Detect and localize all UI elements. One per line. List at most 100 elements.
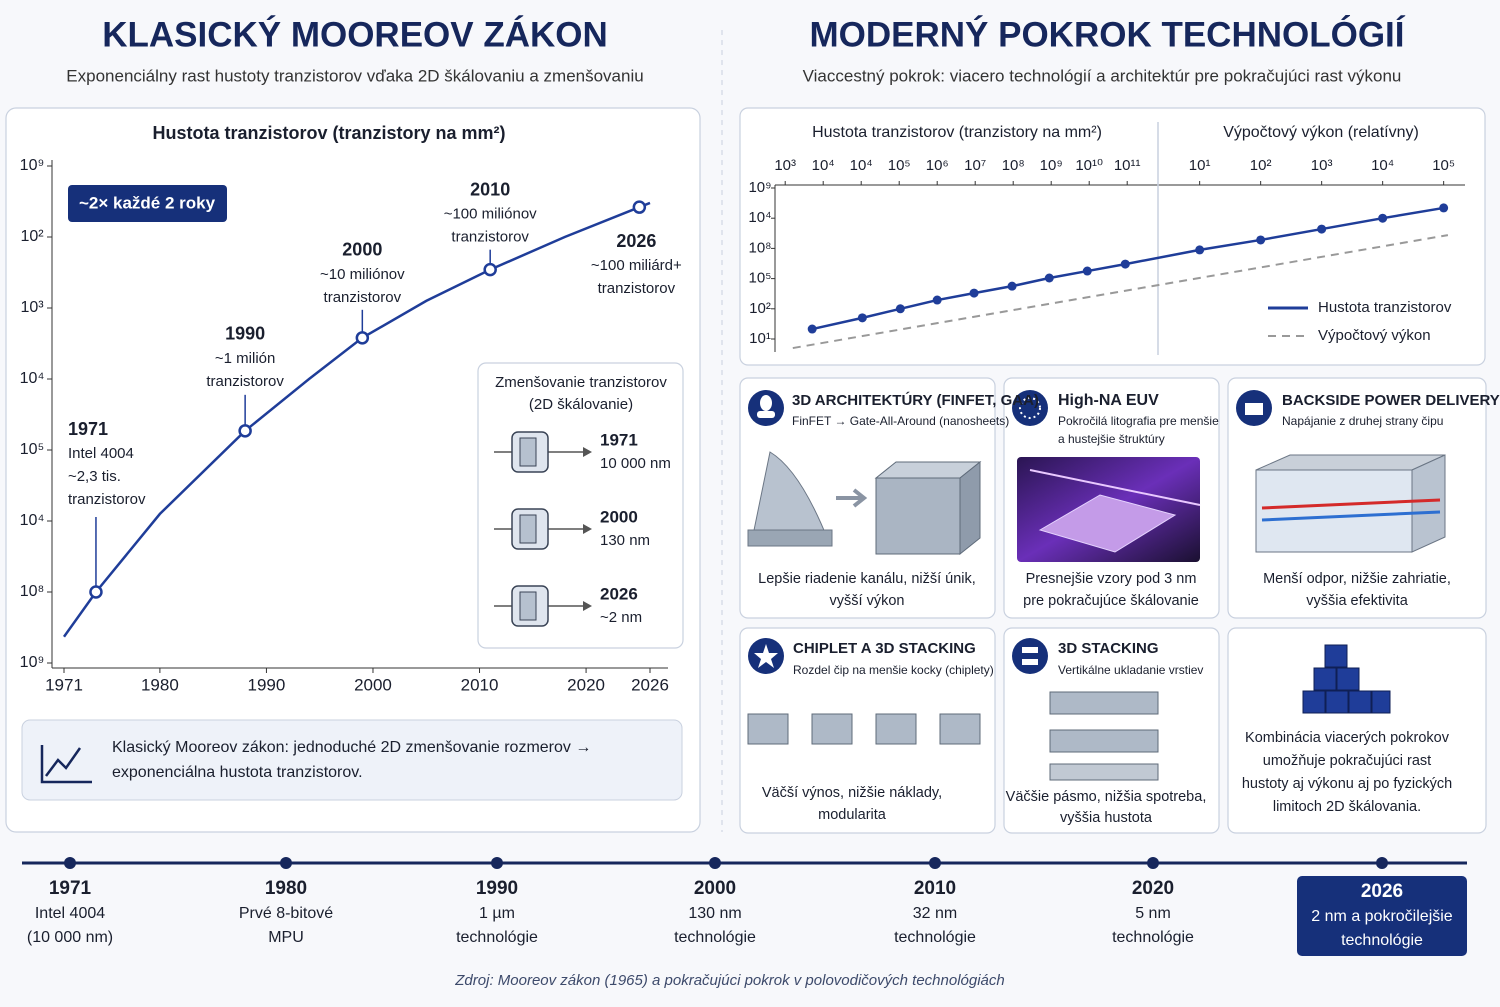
cube — [1302, 690, 1326, 714]
marker — [483, 262, 497, 277]
annotation-text: tranzistorov — [324, 289, 402, 306]
stack-layer — [1049, 729, 1159, 753]
card-caption: Presnejšie vzory pod 3 nm — [1026, 571, 1197, 587]
backside — [1411, 454, 1446, 553]
annotation-text: tranzistorov — [451, 229, 529, 246]
x2-tick-label: 10¹ — [1189, 157, 1211, 174]
y-tick-label: 10⁵ — [20, 441, 44, 458]
cube — [1313, 667, 1337, 691]
backside-current — [1261, 498, 1441, 510]
x-tick-label: 2026 — [631, 675, 669, 694]
scaling-arrowhead — [583, 524, 592, 534]
card-caption: hustoty aj výkonu aj po fyzických — [1242, 776, 1452, 792]
timeline-text: technológie — [674, 929, 756, 946]
x-tick-label: 2010 — [461, 675, 499, 694]
card-subtitle: Napájanie z druhej strany čipu — [1282, 414, 1443, 428]
card-caption: vyšší výkon — [830, 593, 905, 609]
annotation-text: ~100 miliárd+ — [591, 257, 682, 274]
scaling-arrowhead — [583, 601, 592, 611]
series-point — [1256, 235, 1266, 245]
y-tick-label: 10⁹ — [20, 157, 45, 174]
series-point — [1007, 281, 1017, 291]
y-tick-label: 10⁹ — [20, 654, 45, 671]
timeline-year: 2020 — [1132, 878, 1174, 899]
chart-title: Výpočtový výkon (relatívny) — [1223, 124, 1419, 141]
card-icon — [1012, 638, 1048, 674]
cubes — [1302, 644, 1391, 714]
badge — [68, 185, 227, 222]
x2-tick-label: 10⁵ — [1432, 157, 1455, 174]
series-point — [1317, 224, 1327, 234]
series-line — [792, 234, 1449, 350]
timeline-dot — [1147, 857, 1159, 869]
chiplet — [811, 713, 853, 745]
summary-icon — [40, 745, 92, 784]
scaling-size: 130 nm — [600, 532, 650, 549]
annotation-year: 2026 — [616, 231, 656, 251]
annotation-text: ~10 miliónov — [320, 266, 405, 283]
stack-layer — [1049, 691, 1159, 715]
summary-text: Klasický Mooreov zákon: jednoduché 2D zm… — [112, 739, 591, 756]
timeline-dot — [929, 857, 941, 869]
scaling-year: 2026 — [600, 584, 638, 603]
transistor-gate — [519, 514, 537, 544]
y-tick-label: 10² — [749, 300, 771, 317]
card-icon — [1022, 647, 1038, 653]
card-icon — [757, 411, 775, 418]
chart-title: Hustota tranzistorov (tranzistory na mm²… — [812, 124, 1102, 141]
timeline-text: 2 nm a pokročilejšie — [1311, 908, 1453, 925]
timeline-text: technológie — [1112, 929, 1194, 946]
timeline-dot — [280, 857, 292, 869]
card-title: BACKSIDE POWER DELIVERY — [1282, 392, 1500, 409]
y-tick-label: 10⁸ — [748, 239, 771, 256]
annotation-year: 2010 — [470, 179, 510, 199]
transistor-gate — [519, 437, 537, 467]
timeline-text: MPU — [268, 929, 304, 946]
stack-layer — [1049, 763, 1159, 781]
cube — [1371, 690, 1391, 714]
series-point — [1439, 203, 1449, 213]
right-title: MODERNÝ POKROK TECHNOLÓGIÍ — [809, 14, 1405, 54]
euv-wafer — [1038, 494, 1177, 553]
series-point — [932, 295, 942, 305]
annotation-text: tranzistorov — [68, 491, 146, 508]
timeline-year: 1980 — [265, 878, 307, 899]
x-tick-label: 10⁹ — [1040, 157, 1063, 174]
timeline-highlight — [1297, 876, 1467, 956]
x-tick-label: 10¹¹ — [1114, 157, 1141, 174]
cards: 3D ARCHITEKTÚRY (FINFET, GAA) FinFET → G… — [739, 377, 1500, 834]
left-subtitle: Exponenciálny rast hustoty tranzistorov … — [66, 66, 643, 85]
timeline-text: technológie — [894, 929, 976, 946]
series-point — [1195, 245, 1205, 255]
card-caption: vyššia efektivita — [1306, 593, 1408, 609]
y-tick-label: 10⁹ — [748, 179, 771, 196]
x-tick-label: 10⁴ — [850, 157, 873, 174]
timeline-text: 32 nm — [913, 905, 957, 922]
timeline-year: 2026 — [1361, 881, 1403, 902]
x-tick-label: 1971 — [45, 675, 83, 694]
series-point — [969, 288, 979, 298]
chart-title: Hustota tranzistorov (tranzistory na mm²… — [152, 123, 505, 143]
timeline-dot — [64, 857, 76, 869]
source: Zdroj: Mooreov zákon (1965) a pokračujúc… — [454, 972, 1004, 989]
annotation-year: 1971 — [68, 419, 108, 439]
annotation-text: Intel 4004 — [68, 445, 134, 462]
timeline-year: 1990 — [476, 878, 518, 899]
annotation-year: 2000 — [342, 240, 382, 260]
card-subtitle: Vertikálne ukladanie vrstiev — [1058, 663, 1203, 677]
marker — [632, 200, 647, 214]
scaling-title: Zmenšovanie tranzistorov — [495, 374, 667, 391]
series-point — [1378, 213, 1388, 223]
card-caption: Lepšie riadenie kanálu, nižší únik, — [758, 571, 976, 587]
card-title: 3D STACKING — [1058, 640, 1159, 657]
annotation-text: ~100 miliónov — [444, 206, 537, 223]
y-tick-label: 10³ — [20, 299, 44, 316]
euv-beam — [1029, 469, 1201, 506]
card — [739, 377, 996, 619]
scaling-year: 2000 — [600, 507, 638, 526]
right-chart-panel — [739, 107, 1486, 366]
scaling-size: ~2 nm — [600, 609, 642, 626]
x-tick-label: 1980 — [141, 675, 179, 694]
series-point — [1082, 266, 1092, 276]
